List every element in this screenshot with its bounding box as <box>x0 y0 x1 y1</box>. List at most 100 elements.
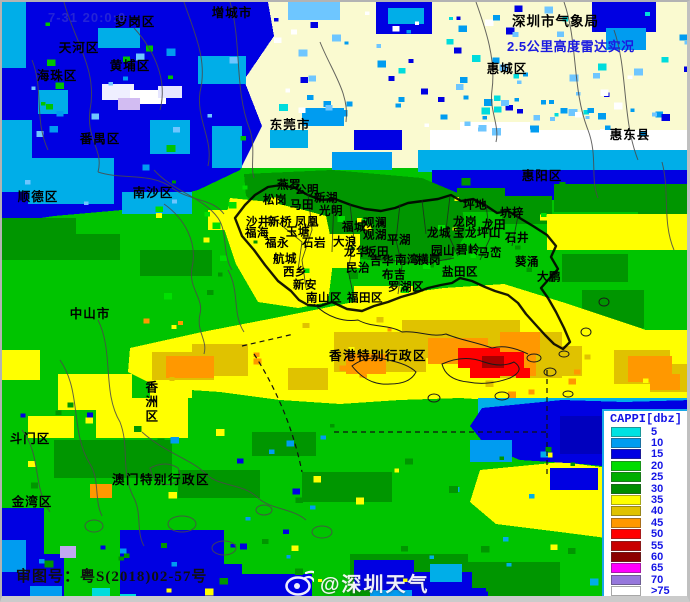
legend-label: 5 <box>651 425 658 438</box>
map-label: 石岩 <box>302 237 326 250</box>
legend-label: 25 <box>651 471 664 484</box>
map-label: 玉塘 <box>286 226 310 239</box>
map-label: 民治 <box>346 262 370 275</box>
map-label: 航城 <box>273 253 297 266</box>
legend-swatch <box>611 449 641 460</box>
legend-row: 60 <box>604 551 687 563</box>
legend-row: 5 <box>604 425 687 438</box>
legend-row: 45 <box>604 516 687 529</box>
legend-label: 10 <box>651 437 664 450</box>
map-label: 中山市 <box>69 306 111 321</box>
map-label: 碧岭 <box>456 244 480 257</box>
map-label: 沙井 <box>246 216 270 229</box>
legend-swatch <box>611 472 641 483</box>
map-label: 番禺区 <box>79 131 121 146</box>
legend-label: 70 <box>651 573 664 586</box>
map-label: 平湖 <box>387 234 411 247</box>
map-label: 园山 <box>431 245 455 258</box>
map-label: 坪地 <box>463 199 487 212</box>
map-label: 西乡 <box>283 266 307 279</box>
radar-legend: CAPPI[dbz] 5 10 15 20 25 30 35 40 45 50 55 60 65 70 >7… <box>602 409 687 598</box>
map-label: 坂田 <box>365 246 389 259</box>
watermark-handle: @深圳天气 <box>320 574 430 596</box>
map-label: 大鹏 <box>537 271 561 284</box>
map-label: 横岗 <box>417 254 441 267</box>
legend-swatch <box>611 460 641 471</box>
hongkong-coastlines <box>313 297 610 403</box>
map-label: 惠阳区 <box>521 168 563 183</box>
product-title: 2.5公里高度雷达实况 <box>507 39 635 54</box>
map-label: 燕罗 <box>277 179 301 192</box>
legend-row: 50 <box>604 528 687 540</box>
legend-label: 15 <box>651 448 664 461</box>
map-label: 观澜 <box>363 217 387 230</box>
legend-row: 10 <box>604 437 687 450</box>
map-label: 凤凰 <box>295 216 319 229</box>
map-label: 南沙区 <box>132 185 174 200</box>
map-license-number: 审图号：粤S(2018)02-57号 <box>16 569 208 585</box>
legend-title: CAPPI[dbz] <box>609 412 682 426</box>
admin-boundaries <box>21 2 675 556</box>
legend-row: 20 <box>604 459 687 472</box>
map-label: 宝龙 <box>453 227 477 240</box>
map-label: 顺德区 <box>17 189 59 204</box>
map-label: 新湖 <box>314 192 338 205</box>
legend-label: 40 <box>651 505 664 518</box>
legend-label: 30 <box>651 482 664 495</box>
map-label: 新安 <box>293 279 317 292</box>
legend-swatch <box>611 551 641 562</box>
map-label: 福田区 <box>347 292 383 305</box>
map-label: 福城 <box>342 221 366 234</box>
legend-label: 45 <box>651 516 664 529</box>
map-label: 新桥 <box>268 216 292 229</box>
map-label: 石井 <box>505 232 529 245</box>
map-label: 惠东县 <box>609 127 651 142</box>
legend-swatch <box>611 483 641 494</box>
map-label: 南湾 <box>395 254 419 267</box>
map-label: 福海 <box>245 227 269 240</box>
map-label: 观湖 <box>363 229 387 242</box>
legend-label: 20 <box>651 459 664 472</box>
legend-row: 35 <box>604 494 687 506</box>
watermark: @深圳天气 <box>284 568 430 596</box>
map-label: 海珠区 <box>36 68 78 83</box>
map-label: 斗门区 <box>9 431 51 446</box>
map-label: 龙城 <box>427 227 451 240</box>
legend-row: 65 <box>604 562 687 574</box>
map-label: 福永 <box>265 237 289 250</box>
map-label: 吉华 <box>370 255 394 268</box>
map-label: 葵涌 <box>515 256 539 269</box>
district-inner-lines <box>269 193 519 299</box>
map-label: 澳门特别行政区 <box>111 472 211 487</box>
radar-timestamp: 7-31 20:0:0 <box>48 10 127 25</box>
map-label: 惠城区 <box>486 61 528 76</box>
legend-row: 70 <box>604 573 687 586</box>
map-label: 萝岗区 <box>114 14 156 29</box>
map-label: 龙华 <box>344 246 368 259</box>
map-label: 盐田区 <box>442 266 478 279</box>
map-label: 罗湖区 <box>388 281 424 294</box>
map-label: 金湾区 <box>11 494 53 509</box>
map-label: 坪山 <box>477 227 501 240</box>
legend-swatch <box>611 563 641 574</box>
legend-row: 25 <box>604 471 687 484</box>
map-label: 东莞市 <box>269 117 311 132</box>
legend-row: 15 <box>604 448 687 461</box>
agency-title: 深圳市气象局 <box>512 14 599 29</box>
map-label: 大浪 <box>333 236 357 249</box>
map-label: 松岗 <box>263 194 287 207</box>
map-label: 马田 <box>290 199 314 212</box>
legend-label: 55 <box>651 539 664 552</box>
legend-row: >75 <box>604 585 687 598</box>
map-label: 坑梓 <box>500 207 524 220</box>
map-label: 香港特别行政区 <box>328 348 428 363</box>
shenzhen-boundary <box>233 183 572 351</box>
legend-label: >75 <box>651 585 670 598</box>
legend-swatch <box>611 495 641 506</box>
map-label: 黄埔区 <box>109 58 151 73</box>
legend-row: 55 <box>604 539 687 552</box>
legend-swatch <box>611 517 641 528</box>
map-label: 香洲区 <box>143 380 158 424</box>
